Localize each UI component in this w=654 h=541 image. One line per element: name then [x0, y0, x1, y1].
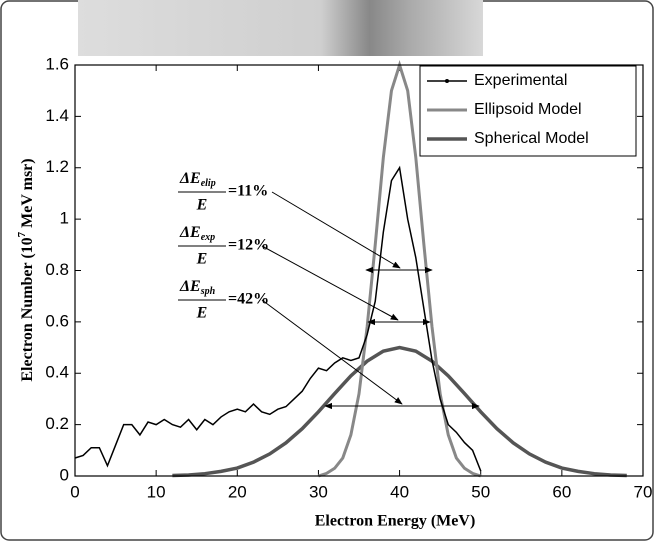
y-tick-label: 0	[60, 465, 69, 484]
annotation-numerator: ΔEelip	[179, 170, 216, 190]
x-tick-label: 10	[147, 482, 166, 501]
annotation-denominator: E	[196, 251, 208, 268]
x-axis-label: Electron Energy (MeV)	[315, 513, 476, 530]
spectrometer-image	[78, 0, 483, 56]
numerator: ΔE	[179, 170, 201, 187]
annotation-value: =11%	[228, 183, 268, 200]
legend-label: Experimental	[474, 72, 567, 89]
subscript: sph	[200, 286, 216, 297]
x-tick-label: 60	[552, 482, 571, 501]
y-axis-label: Electron Number (107 MeV msr)	[16, 158, 36, 381]
y-tick-label: 0.4	[45, 363, 69, 382]
x-tick-label: 0	[70, 482, 79, 501]
y-tick-label: 1	[60, 209, 69, 228]
annotation-denominator: E	[196, 305, 208, 322]
subscript: elip	[201, 178, 216, 189]
numerator: ΔE	[179, 224, 201, 241]
annotation-numerator: ΔEexp	[179, 224, 215, 244]
y-tick-label: 1.6	[45, 54, 69, 73]
series-line	[74, 165, 482, 472]
y-tick-label: 1.2	[45, 157, 69, 176]
y-label-sup: 7	[16, 231, 28, 237]
legend-label: Ellipsoid Model	[474, 101, 582, 118]
series-line	[172, 345, 627, 478]
annotation-value: =42%	[228, 291, 269, 308]
numerator: ΔE	[179, 278, 201, 295]
x-tick-label: 70	[634, 482, 653, 501]
axes-box	[74, 64, 644, 477]
x-tick-label: 50	[471, 482, 490, 501]
annotation-value: =12%	[228, 237, 269, 254]
y-tick-label: 0.8	[45, 260, 69, 279]
y-tick-label: 0.6	[45, 311, 69, 330]
y-tick-label: 1.4	[45, 106, 69, 125]
y-tick-label: 0.2	[45, 414, 69, 433]
x-tick-label: 40	[390, 482, 409, 501]
annotation-denominator: E	[196, 197, 208, 214]
annotation-numerator: ΔEsph	[179, 278, 216, 298]
legend: Experimental Ellipsoid Model Spherical Mod…	[419, 65, 637, 157]
subscript: exp	[201, 232, 215, 243]
x-tick-label: 30	[309, 482, 328, 501]
x-tick-label: 20	[228, 482, 247, 501]
pointer-arrow	[261, 299, 403, 405]
pointer-arrow	[261, 245, 399, 321]
legend-marker	[445, 79, 449, 83]
arrows	[261, 191, 480, 410]
y-label-part: Electron Number (10	[19, 237, 36, 381]
legend-label: Spherical Model	[474, 130, 589, 147]
pointer-arrow	[271, 191, 401, 269]
y-label-part: MeV msr)	[19, 158, 36, 231]
